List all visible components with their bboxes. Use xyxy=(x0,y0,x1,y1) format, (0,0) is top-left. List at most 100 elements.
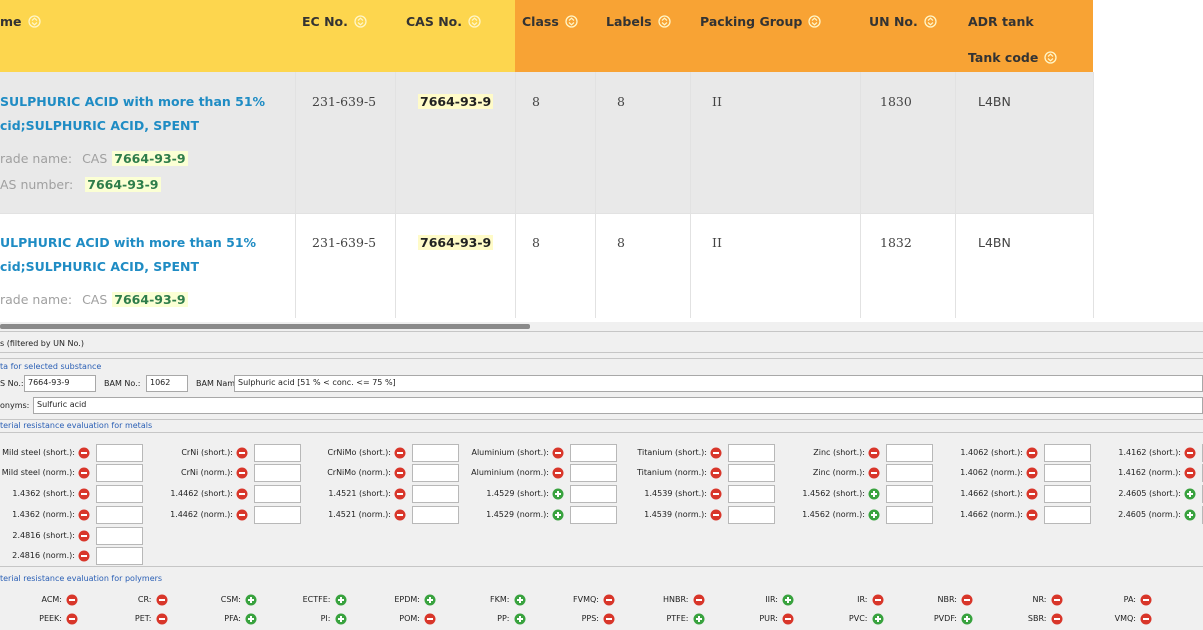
column-header[interactable]: Labels xyxy=(606,14,671,29)
metal-label: CrNiMo (short.): xyxy=(327,448,391,457)
trade-label: rade name: xyxy=(0,292,73,307)
substance-name[interactable]: SULPHURIC ACID with more than 51% xyxy=(0,94,266,109)
metal-box xyxy=(96,464,143,482)
polymer-label: HNBR: xyxy=(663,595,689,604)
status-icon xyxy=(710,467,722,479)
status-icon xyxy=(335,613,346,625)
substance-name[interactable]: cid;SULPHURIC ACID, SPENT xyxy=(0,259,199,274)
metal-label: 1.4462 (norm.): xyxy=(170,510,233,519)
sort-icon[interactable] xyxy=(354,15,367,28)
status-icon xyxy=(424,613,436,625)
header-text[interactable]: Labels xyxy=(606,14,652,29)
metal-label: Titanium (norm.): xyxy=(637,468,707,477)
polymer-label: PUR: xyxy=(759,614,778,623)
metal-box xyxy=(254,506,301,524)
substance-name[interactable]: cid;SULPHURIC ACID, SPENT xyxy=(0,118,199,133)
sort-icon[interactable] xyxy=(808,15,821,28)
metal-label: 1.4062 (short.): xyxy=(960,448,1023,457)
polymer-label: PTFE: xyxy=(666,614,689,623)
header-text[interactable]: me xyxy=(0,14,22,29)
polymer-label: FKM: xyxy=(490,595,510,604)
panel-divider xyxy=(0,358,1203,359)
status-icon xyxy=(868,509,880,521)
sort-icon[interactable] xyxy=(27,15,41,28)
status-icon xyxy=(710,447,722,459)
metal-label: 1.4062 (norm.): xyxy=(960,468,1023,477)
header-text[interactable]: ADR tank xyxy=(968,14,1034,29)
metal-label: 1.4462 (short.): xyxy=(170,489,233,498)
polymer-label: IR: xyxy=(857,595,868,604)
header-text[interactable]: Tank code xyxy=(968,50,1039,65)
column-header[interactable]: EC No. xyxy=(302,14,367,29)
cell-tank: L4BN xyxy=(978,94,1011,109)
metal-box xyxy=(254,444,301,462)
row-bg xyxy=(0,72,1093,213)
metal-label: 2.4605 (norm.): xyxy=(1118,510,1181,519)
metal-label: 1.4362 (norm.): xyxy=(12,510,75,519)
metal-label: Aluminium (short.): xyxy=(471,448,549,457)
header-text[interactable]: EC No. xyxy=(302,14,348,29)
cell-cas: 7664-93-9 xyxy=(418,235,494,250)
input-cas[interactable]: 7664-93-9 xyxy=(24,375,96,392)
column-header[interactable]: CAS No. xyxy=(406,14,481,29)
status-icon xyxy=(603,594,615,606)
polymer-label: FVMQ: xyxy=(573,595,599,604)
cas-number: AS number: 7664-93-9 xyxy=(0,174,161,193)
sort-icon[interactable] xyxy=(565,15,578,28)
metal-label: 1.4362 (short.): xyxy=(12,489,75,498)
metal-box xyxy=(886,506,933,524)
polymer-label: PVC: xyxy=(848,614,868,623)
panel-divider xyxy=(0,566,1203,567)
status-icon xyxy=(710,488,722,500)
metal-box xyxy=(412,444,459,462)
status-icon xyxy=(693,594,704,606)
header-text[interactable]: UN No. xyxy=(869,14,918,29)
metal-label: 1.4662 (short.): xyxy=(960,489,1023,498)
polymer-label: ECTFE: xyxy=(302,595,331,604)
metal-label: 1.4529 (short.): xyxy=(486,489,549,498)
column-divider xyxy=(295,72,296,318)
header-text[interactable]: Packing Group xyxy=(700,14,803,29)
status-icon xyxy=(782,613,794,625)
status-icon xyxy=(1184,488,1196,500)
metal-label: 1.4521 (norm.): xyxy=(328,510,391,519)
input-bam-name[interactable]: Sulphuric acid [51 % < conc. <= 75 %] xyxy=(234,375,1203,392)
panel-divider xyxy=(0,419,1203,420)
input-bam-no[interactable]: 1062 xyxy=(146,375,188,392)
sort-icon[interactable] xyxy=(1044,51,1057,64)
metal-box xyxy=(254,485,301,503)
metal-box xyxy=(96,485,143,503)
field-label: S No.: xyxy=(0,379,24,388)
substance-name[interactable]: ULPHURIC ACID with more than 51% xyxy=(0,235,257,250)
header-text[interactable]: CAS No. xyxy=(406,14,462,29)
metal-box xyxy=(1044,506,1091,524)
panel-divider xyxy=(0,352,1203,353)
column-header[interactable]: Class xyxy=(522,14,578,29)
header-text[interactable]: Class xyxy=(522,14,559,29)
input-synonyms[interactable]: Sulfuric acid xyxy=(33,397,1203,414)
status-icon xyxy=(1026,488,1038,500)
status-icon xyxy=(424,594,436,606)
scrollbar[interactable] xyxy=(0,324,530,329)
status-icon xyxy=(782,594,794,606)
cell-ec: 231-639-5 xyxy=(312,94,377,109)
status-icon xyxy=(1026,509,1038,521)
column-header[interactable]: UN No. xyxy=(869,14,937,29)
sort-icon[interactable] xyxy=(657,15,671,28)
metal-box xyxy=(412,485,459,503)
panel-divider xyxy=(0,432,1203,433)
column-header[interactable]: ADR tank xyxy=(968,14,1034,29)
column-header[interactable]: Packing Group xyxy=(700,14,821,29)
sort-icon[interactable] xyxy=(468,15,481,28)
column-header[interactable]: Tank code xyxy=(968,50,1057,65)
status-icon xyxy=(78,467,90,479)
column-header[interactable]: me xyxy=(0,14,41,29)
status-icon xyxy=(394,509,406,521)
status-icon xyxy=(236,467,248,479)
status-icon xyxy=(552,488,564,500)
metal-label: Zinc (short.): xyxy=(813,448,865,457)
sort-icon[interactable] xyxy=(924,15,937,28)
status-icon xyxy=(1026,467,1038,479)
polymer-label: ACM: xyxy=(41,595,62,604)
status-icon xyxy=(552,447,564,459)
